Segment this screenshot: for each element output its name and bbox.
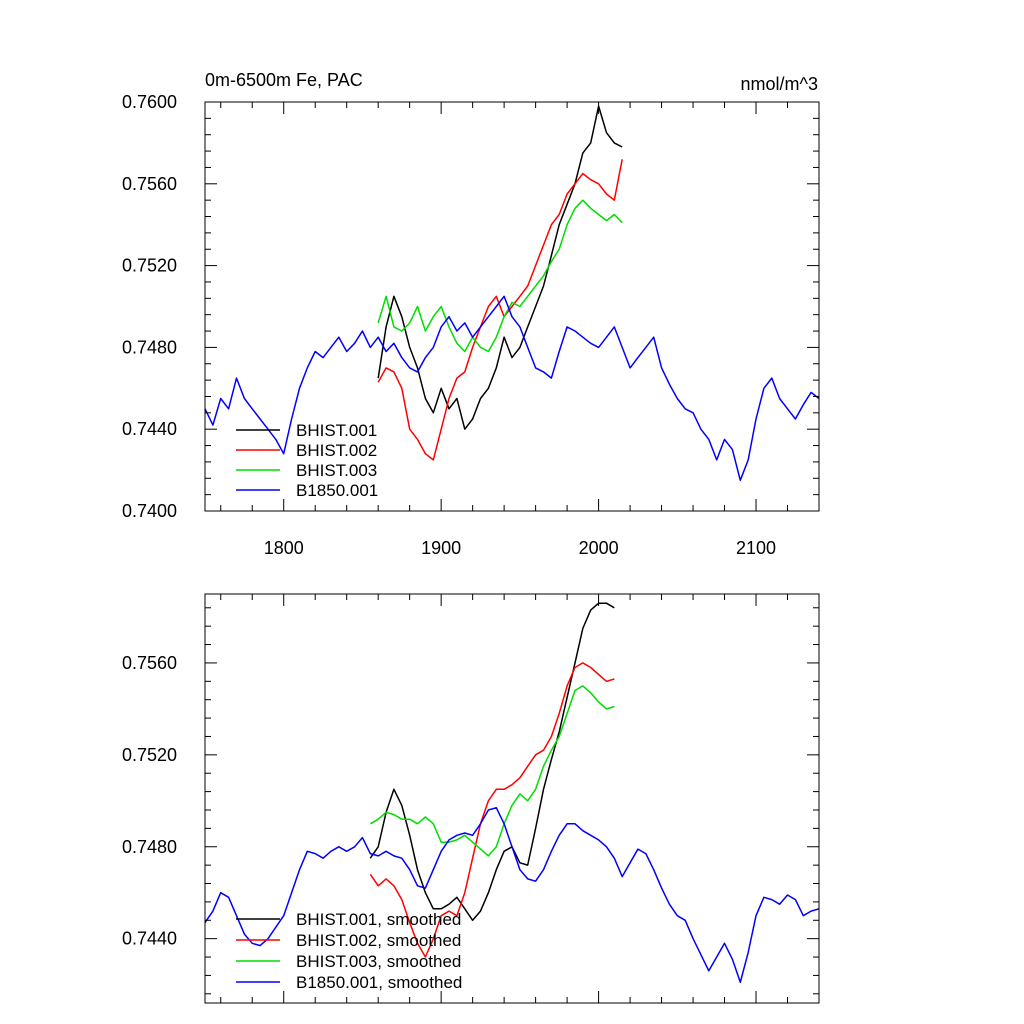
legend-label: BHIST.001 (296, 421, 377, 440)
chart-title: 0m-6500m Fe, PAC (205, 70, 363, 90)
series-line-4 (204, 295, 820, 482)
legend-label: B1850.001, smoothed (296, 973, 462, 992)
plot-frame (204, 593, 820, 1004)
tick-group: 1800 1900 2000 2100 0.7400 0.7440 0.7480 0.7520… (122, 92, 820, 558)
top-panel: 0m-6500m Fe, PAC nmol/m^3 1800 1900 2000 21… (122, 70, 820, 558)
y-tick-label: 0.7400 (122, 501, 177, 521)
x-tick-label: 2000 (579, 538, 619, 558)
y-tick-label: 0.7440 (122, 419, 177, 439)
legend-label: BHIST.003, smoothed (296, 952, 461, 971)
series-line-3 (377, 199, 623, 353)
series-line-2 (369, 662, 615, 958)
y-tick-label: 0.7560 (122, 174, 177, 194)
series-group (204, 105, 820, 482)
legend: BHIST.001, smoothed BHIST.002, smoothed BH… (236, 910, 462, 992)
y-tick-label: 0.7480 (122, 837, 177, 857)
tick-group: 0.7440 0.7480 0.7520 0.7560 (122, 594, 820, 1003)
series-line-3 (369, 685, 615, 857)
x-tick-label: 1900 (421, 538, 461, 558)
y-tick-label: 0.7560 (122, 653, 177, 673)
series-group (204, 602, 820, 984)
legend-label: BHIST.001, smoothed (296, 910, 461, 929)
series-line-1 (369, 602, 615, 922)
y-tick-label: 0.7520 (122, 745, 177, 765)
legend-label: BHIST.002, smoothed (296, 931, 461, 950)
legend-label: BHIST.003 (296, 461, 377, 480)
legend-label: BHIST.002 (296, 441, 377, 460)
y-tick-label: 0.7480 (122, 337, 177, 357)
units-label: nmol/m^3 (741, 74, 818, 94)
series-line-1 (377, 105, 623, 430)
legend-label: B1850.001 (296, 481, 378, 500)
y-tick-label: 0.7520 (122, 256, 177, 276)
y-tick-label: 0.7600 (122, 92, 177, 112)
x-tick-label: 1800 (264, 538, 304, 558)
bottom-panel: 0.7440 0.7480 0.7520 0.7560 BHIST.001, smoo… (122, 593, 820, 1004)
series-line-4 (204, 806, 820, 984)
plot-frame (204, 101, 820, 512)
y-tick-label: 0.7440 (122, 929, 177, 949)
x-tick-label: 2100 (736, 538, 776, 558)
series-line-2 (377, 159, 623, 461)
